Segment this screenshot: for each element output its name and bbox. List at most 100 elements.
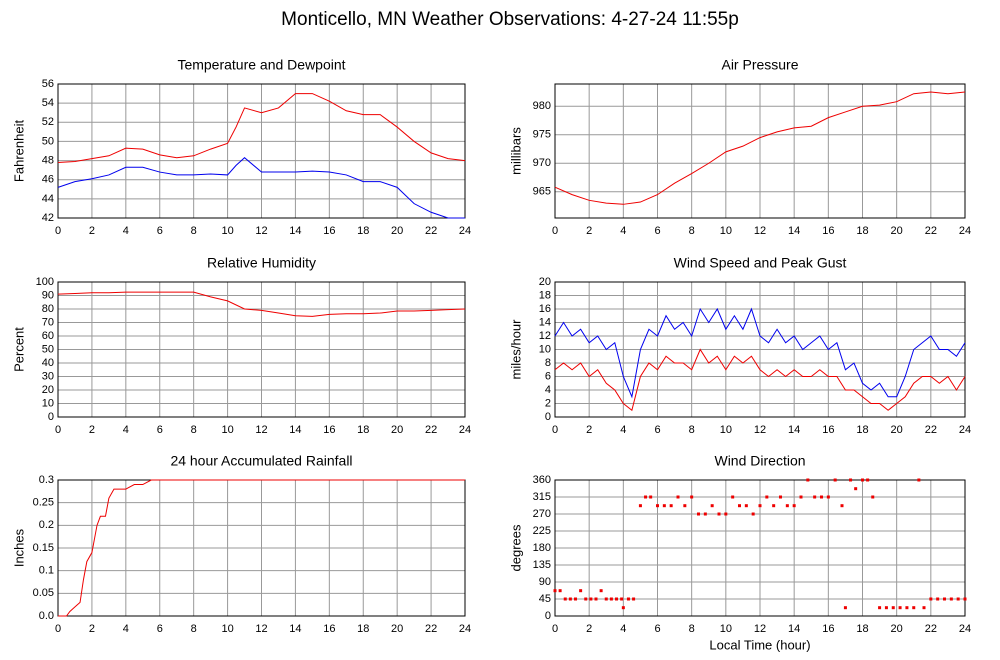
y-tick-label: 975 — [533, 129, 551, 141]
data-point — [731, 495, 735, 499]
y-axis-label: Percent — [11, 327, 26, 372]
data-line — [57, 291, 466, 317]
x-tick-label: 12 — [754, 225, 766, 237]
y-tick-label: 18 — [539, 289, 551, 301]
x-tick-label: 8 — [191, 623, 197, 635]
data-point — [820, 495, 823, 499]
data-point — [584, 597, 588, 601]
y-axis-label: millibars — [508, 127, 523, 175]
y-tick-label: 0 — [48, 411, 54, 423]
y-axis-label: Fahrenheit — [11, 120, 26, 183]
chart-title: Wind Speed and Peak Gust — [674, 255, 847, 271]
y-tick-label: 0.1 — [39, 565, 54, 577]
y-tick-label: 20 — [42, 384, 54, 396]
data-point — [922, 606, 926, 610]
y-tick-label: 135 — [533, 559, 551, 571]
data-point — [589, 597, 593, 601]
data-point — [878, 606, 882, 610]
x-tick-label: 14 — [289, 225, 301, 237]
data-point — [912, 606, 916, 610]
y-tick-label: 16 — [539, 303, 551, 315]
x-tick-label: 10 — [720, 623, 732, 635]
x-tick-label: 12 — [255, 225, 267, 237]
data-point — [574, 597, 577, 601]
x-tick-label: 4 — [620, 424, 626, 436]
x-tick-label: 18 — [856, 623, 868, 635]
data-point — [599, 589, 603, 593]
x-tick-label: 20 — [891, 623, 903, 635]
data-point — [717, 512, 721, 516]
data-point — [558, 589, 562, 593]
x-tick-label: 0 — [552, 623, 558, 635]
y-tick-label: 54 — [42, 97, 54, 109]
data-point — [594, 597, 598, 601]
data-point — [898, 606, 902, 610]
data-line — [58, 479, 465, 617]
x-tick-label: 2 — [586, 623, 592, 635]
data-point — [905, 606, 909, 610]
y-axis-label: miles/hour — [508, 319, 523, 380]
data-point — [843, 606, 847, 610]
x-tick-label: 22 — [925, 623, 937, 635]
x-tick-label: 24 — [459, 424, 471, 436]
chart-title: Wind Direction — [714, 453, 805, 469]
y-tick-label: 0.15 — [33, 542, 54, 554]
x-tick-label: 16 — [822, 424, 834, 436]
x-tick-label: 20 — [891, 225, 903, 237]
y-tick-label: 10 — [539, 343, 551, 355]
x-tick-label: 16 — [822, 225, 834, 237]
x-tick-label: 2 — [89, 225, 95, 237]
data-point — [690, 495, 694, 499]
y-tick-label: 40 — [42, 357, 54, 369]
x-tick-label: 10 — [720, 225, 732, 237]
data-point — [772, 504, 776, 508]
x-tick-label: 0 — [55, 623, 61, 635]
plot-frame — [554, 479, 966, 617]
y-tick-label: 0.0 — [39, 610, 54, 622]
x-tick-label: 24 — [459, 225, 471, 237]
y-tick-label: 6 — [545, 370, 551, 382]
y-tick-label: 0.25 — [33, 497, 54, 509]
data-line — [554, 348, 966, 412]
x-tick-label: 0 — [55, 225, 61, 237]
data-point — [662, 504, 666, 508]
y-tick-label: 45 — [539, 593, 551, 605]
y-tick-label: 0 — [545, 411, 551, 423]
data-point — [609, 597, 613, 601]
x-tick-label: 8 — [191, 225, 197, 237]
data-point — [703, 512, 707, 516]
y-tick-label: 50 — [42, 343, 54, 355]
x-tick-label: 4 — [620, 623, 626, 635]
data-point — [724, 512, 728, 516]
data-point — [806, 478, 810, 482]
y-tick-label: 2 — [545, 397, 551, 409]
x-tick-label: 22 — [425, 225, 437, 237]
data-point — [833, 478, 837, 482]
y-tick-label: 50 — [42, 135, 54, 147]
data-point — [644, 495, 648, 499]
data-point — [871, 495, 875, 499]
x-tick-label: 18 — [856, 424, 868, 436]
x-tick-label: 20 — [391, 623, 403, 635]
y-tick-label: 0 — [545, 610, 551, 622]
x-axis-label: Local Time (hour) — [709, 637, 810, 652]
x-tick-label: 20 — [891, 424, 903, 436]
data-point — [884, 606, 888, 610]
data-point — [799, 495, 803, 499]
y-tick-label: 8 — [545, 357, 551, 369]
x-tick-label: 14 — [289, 623, 301, 635]
x-tick-label: 20 — [391, 225, 403, 237]
x-tick-label: 2 — [586, 225, 592, 237]
x-tick-label: 22 — [925, 225, 937, 237]
data-point — [849, 478, 853, 482]
y-tick-label: 180 — [533, 542, 551, 554]
x-tick-label: 6 — [654, 225, 660, 237]
x-tick-label: 10 — [221, 225, 233, 237]
y-tick-label: 90 — [42, 289, 54, 301]
data-point — [963, 597, 967, 601]
x-tick-label: 8 — [689, 225, 695, 237]
x-tick-label: 14 — [788, 623, 800, 635]
x-tick-label: 0 — [552, 225, 558, 237]
data-point — [861, 478, 864, 482]
y-tick-label: 46 — [42, 174, 54, 186]
